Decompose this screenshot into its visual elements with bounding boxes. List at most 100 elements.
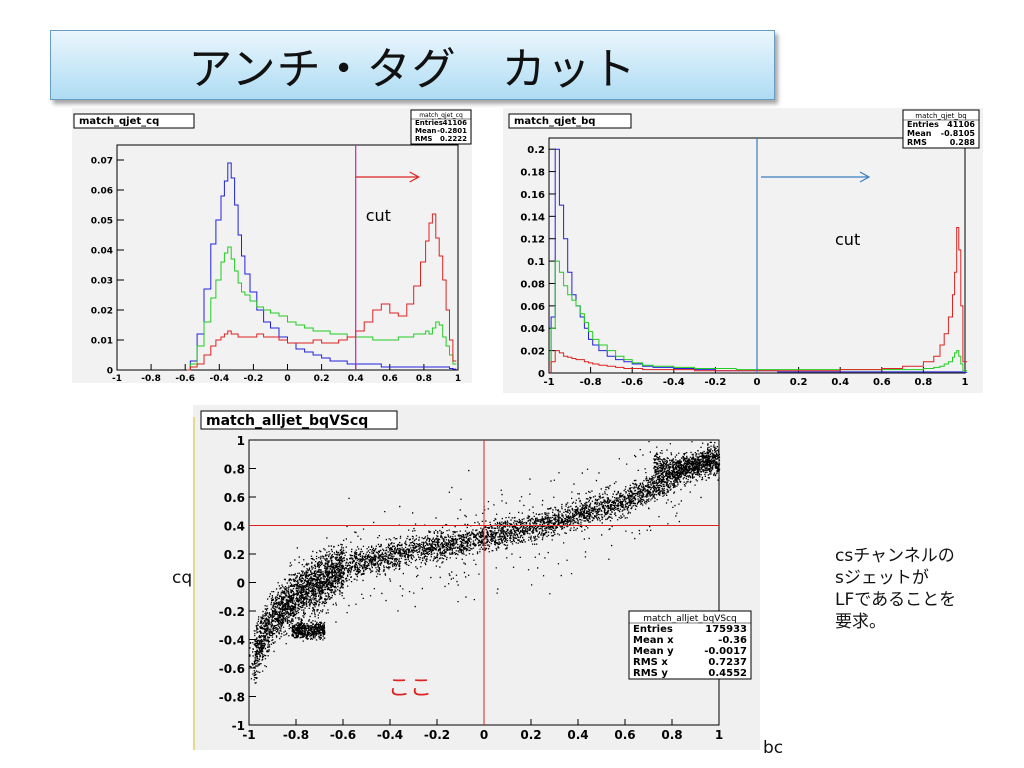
y-tick-label: 0.04 bbox=[91, 247, 113, 257]
x-tick-label: 0.2 bbox=[790, 377, 808, 388]
x-tick-label: 0.8 bbox=[661, 728, 682, 742]
x-tick-label: 0.4 bbox=[348, 374, 364, 383]
stats-key: Mean y bbox=[633, 646, 674, 657]
y-tick-label: 0.4 bbox=[224, 520, 245, 534]
y-tick-label: 0.06 bbox=[520, 302, 545, 313]
y-tick-label: 0.2 bbox=[224, 548, 245, 562]
title-banner: アンチ・タグ カット bbox=[50, 30, 775, 100]
histogram-series-green bbox=[186, 246, 457, 371]
cut-label: cut bbox=[366, 206, 391, 225]
y-tick-label: 0.08 bbox=[520, 279, 545, 290]
x-tick-label: 0.2 bbox=[314, 374, 330, 383]
y-tick-label: 0.18 bbox=[520, 168, 545, 179]
stats-key: Entries bbox=[907, 120, 939, 129]
x-tick-label: -0.4 bbox=[377, 728, 403, 742]
stats-value: 0.4552 bbox=[708, 668, 747, 679]
y-tick-label: 0.02 bbox=[91, 307, 113, 317]
y-tick-label: -0.6 bbox=[219, 662, 245, 676]
stats-value: 0.288 bbox=[950, 138, 976, 147]
x-tick-label: -0.6 bbox=[175, 374, 195, 383]
cut-label: cut bbox=[835, 230, 860, 249]
stats-key: Mean bbox=[907, 129, 932, 138]
y-tick-label: 0.07 bbox=[91, 157, 113, 167]
chart-title-box bbox=[508, 113, 632, 129]
y-tick-label: 0.06 bbox=[91, 187, 113, 197]
y-tick-label: 0.12 bbox=[520, 235, 545, 246]
x-tick-label: -0.8 bbox=[580, 377, 602, 388]
x-tick-label: 1 bbox=[455, 374, 461, 383]
stats-key: Entries bbox=[415, 119, 443, 127]
x-tick-label: -0.2 bbox=[244, 374, 264, 383]
x-tick-label: -1 bbox=[543, 377, 554, 388]
plot-frame bbox=[116, 144, 459, 371]
x-axis-label-bc: bc bbox=[763, 738, 784, 758]
stats-key: RMS y bbox=[633, 668, 668, 679]
x-tick-label: 0.8 bbox=[915, 377, 933, 388]
y-tick-label: 0.6 bbox=[224, 491, 245, 505]
x-tick-label: -0.8 bbox=[141, 374, 161, 383]
x-tick-label: 1 bbox=[715, 728, 723, 742]
y-tick-label: 0.8 bbox=[224, 463, 245, 477]
cut-arrow-head bbox=[409, 171, 420, 183]
x-tick-label: -0.4 bbox=[209, 374, 229, 383]
x-tick-label: 0.8 bbox=[416, 374, 432, 383]
y-tick-label: 0.04 bbox=[520, 324, 545, 335]
side-note-line: sジェットが bbox=[835, 568, 929, 588]
y-tick-label: 0.02 bbox=[520, 347, 545, 358]
side-note-line: csチャンネルの bbox=[835, 546, 955, 566]
scatter-panel: -1 -0.8 -0.6 -0.4 -0.2 0 0.2 0.4 0.6 0.8 1 -1 -0.8 -0… bbox=[193, 405, 760, 750]
x-tick-label: -1 bbox=[242, 728, 255, 742]
x-tick-label: -0.4 bbox=[663, 377, 685, 388]
histogram-series-blue bbox=[550, 148, 968, 373]
x-tick-label: 1 bbox=[962, 377, 969, 388]
stats-value: 41106 bbox=[947, 120, 975, 129]
y-tick-label: -1 bbox=[232, 719, 245, 733]
x-tick-label: 0.6 bbox=[873, 377, 891, 388]
y-tick-label: 0.03 bbox=[91, 277, 113, 287]
y-tick-label: -0.8 bbox=[219, 691, 245, 705]
x-tick-label: -0.8 bbox=[283, 728, 309, 742]
stats-value: -0.36 bbox=[718, 635, 747, 646]
stats-box bbox=[628, 610, 752, 680]
stats-key: RMS bbox=[907, 138, 927, 147]
stats-value: 175933 bbox=[705, 624, 747, 635]
x-tick-label: -1 bbox=[112, 374, 122, 383]
x-tick-label: -0.6 bbox=[621, 377, 643, 388]
y-tick-label: -0.4 bbox=[219, 634, 245, 648]
x-tick-label: -0.2 bbox=[424, 728, 450, 742]
scatter-points bbox=[249, 441, 721, 684]
stats-value: -0.0017 bbox=[704, 646, 747, 657]
side-note-line: 要求。 bbox=[835, 612, 886, 632]
x-tick-label: 0.4 bbox=[567, 728, 588, 742]
y-tick-label: 0 bbox=[538, 369, 545, 380]
x-tick-label: 0 bbox=[480, 728, 488, 742]
chart-title: match_qjet_cq bbox=[79, 116, 159, 127]
stats-value: -0.8105 bbox=[941, 129, 976, 138]
x-tick-label: 0.6 bbox=[614, 728, 635, 742]
stats-title: match_qjet_cq bbox=[419, 112, 463, 119]
y-axis-label-cq: cq bbox=[172, 568, 193, 588]
histogram-cq-svg: -1 -0.8 -0.6 -0.4 -0.2 0 0.2 0.4 0.6 0.8 1 0 0.01 0.0… bbox=[73, 109, 472, 383]
stats-key: Mean bbox=[415, 127, 436, 135]
y-tick-label: 0.1 bbox=[527, 257, 545, 268]
x-tick-label: -0.2 bbox=[704, 377, 726, 388]
stats-value: -0.2801 bbox=[437, 127, 467, 135]
histogram-series-red bbox=[186, 213, 457, 371]
stats-key: RMS bbox=[415, 135, 432, 143]
scatter-svg: -1 -0.8 -0.6 -0.4 -0.2 0 0.2 0.4 0.6 0.8 1 -1 -0.8 -0… bbox=[193, 410, 752, 750]
histogram-series-green bbox=[550, 260, 968, 373]
y-tick-label: 0.16 bbox=[520, 190, 545, 201]
y-tick-label: 0.2 bbox=[527, 145, 545, 156]
histogram-series-red bbox=[550, 227, 968, 373]
y-tick-label: 1 bbox=[237, 434, 245, 448]
stats-key: RMS x bbox=[633, 657, 668, 668]
chart-title-box bbox=[200, 410, 398, 430]
stats-box bbox=[410, 109, 472, 145]
cut-arrow-head bbox=[859, 171, 871, 183]
x-tick-label: 0 bbox=[284, 374, 290, 383]
stats-key: Mean x bbox=[633, 635, 674, 646]
chart-title: match_qjet_bq bbox=[514, 116, 595, 127]
y-tick-label: 0.05 bbox=[91, 217, 113, 227]
slide-title: アンチ・タグ カット bbox=[188, 44, 637, 95]
y-tick-label: 0.14 bbox=[520, 212, 545, 223]
